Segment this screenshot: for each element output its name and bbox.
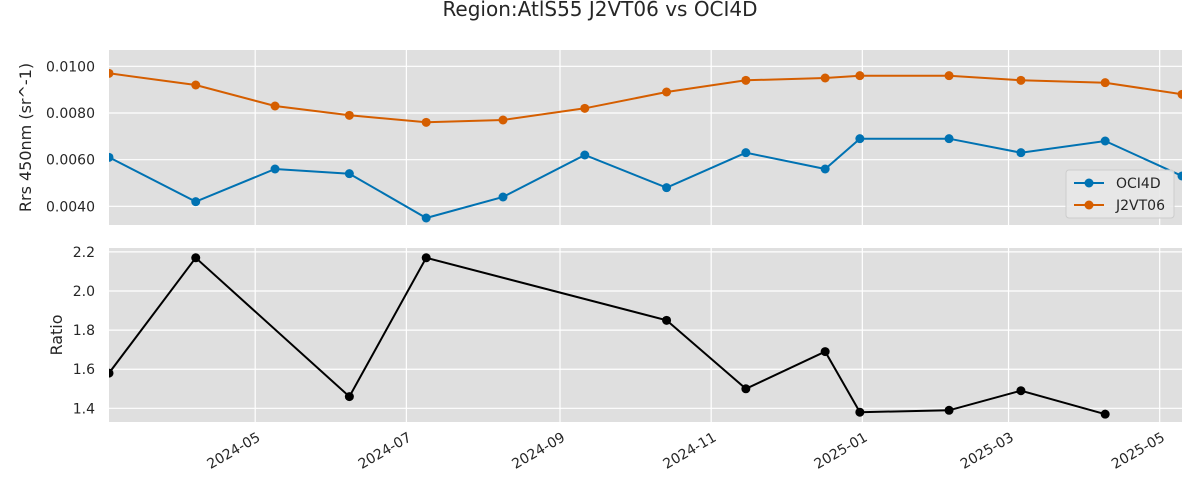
data-point-2-1-1 [109,368,114,378]
data-point-1-2-3 [270,101,280,111]
data-point-1-2-4 [344,110,354,120]
data-point-2-1-5 [662,315,672,325]
x-tick-label: 2024-09 [509,430,568,473]
data-point-1-1-6 [498,192,508,202]
data-point-1-2-7 [580,103,590,113]
y-tick-label-1: 0.0060 [46,153,95,169]
data-point-1-1-3 [270,164,280,174]
y-axis-title-2: Ratio [47,314,66,355]
series-group-1-1 [109,134,1182,223]
data-point-2-1-8 [855,407,865,417]
data-point-2-1-10 [1016,386,1026,396]
y-tick-label-1: 0.0040 [46,199,95,215]
data-point-1-1-9 [741,148,751,158]
x-tick-label: 2024-05 [205,430,264,473]
x-tick-label: 2024-07 [356,430,415,473]
data-point-2-1-4 [421,253,431,263]
x-tick-label: 2025-03 [958,430,1017,473]
x-tick-label: 2024-11 [661,430,720,473]
data-point-2-1-11 [1100,409,1110,419]
legend-label-2: J2VT06 [1115,198,1165,214]
data-point-1-1-8 [662,183,672,193]
y-tick-label-2: 2.0 [73,284,95,300]
data-point-2-1-2 [191,253,201,263]
legend-marker-1 [1084,178,1094,188]
data-point-2-1-6 [741,384,751,394]
y-tick-label-1: 0.0080 [46,106,95,122]
data-point-1-2-1 [109,68,114,78]
data-point-2-1-7 [820,347,830,357]
data-point-1-2-5 [421,117,431,127]
data-point-1-1-5 [421,213,431,223]
data-point-2-1-3 [344,392,354,402]
legend-label-1: OCI4D [1116,176,1161,192]
y-tick-label-2: 1.8 [73,323,95,339]
series-group-1-2 [109,68,1182,127]
data-point-1-1-2 [191,197,201,207]
data-point-1-1-10 [820,164,830,174]
data-point-1-1-1 [109,152,114,162]
data-point-1-1-4 [344,169,354,179]
data-point-1-1-11 [855,134,865,144]
y-tick-label-2: 1.4 [73,401,95,417]
chart-title: Region:AtlS55 J2VT06 vs OCI4D [442,0,757,21]
data-point-1-2-9 [741,75,751,85]
series-group-2-1 [109,253,1110,419]
data-point-1-2-11 [855,71,865,81]
data-point-1-2-13 [1016,75,1026,85]
data-point-1-1-13 [1016,148,1026,158]
data-point-1-1-15 [1177,171,1182,181]
x-tick-label: 2025-01 [812,430,871,473]
data-point-1-1-14 [1100,136,1110,146]
data-point-1-1-7 [580,150,590,160]
y-tick-label-2: 1.6 [73,362,95,378]
y-tick-label-1: 0.0100 [46,59,95,75]
plot-area-2 [109,248,1182,422]
data-point-2-1-9 [944,405,954,415]
legend-marker-2 [1084,200,1094,210]
y-axis-title-1: Rrs 450nm (sr^-1) [16,63,35,212]
data-point-1-2-15 [1177,89,1182,99]
data-point-1-2-2 [191,80,201,90]
y-tick-label-2: 2.2 [73,245,95,261]
data-point-1-2-6 [498,115,508,125]
data-point-1-1-12 [944,134,954,144]
data-point-1-2-10 [820,73,830,83]
data-point-1-2-8 [662,87,672,97]
data-point-1-2-14 [1100,78,1110,88]
x-tick-label: 2025-05 [1109,430,1168,473]
data-point-1-2-12 [944,71,954,81]
